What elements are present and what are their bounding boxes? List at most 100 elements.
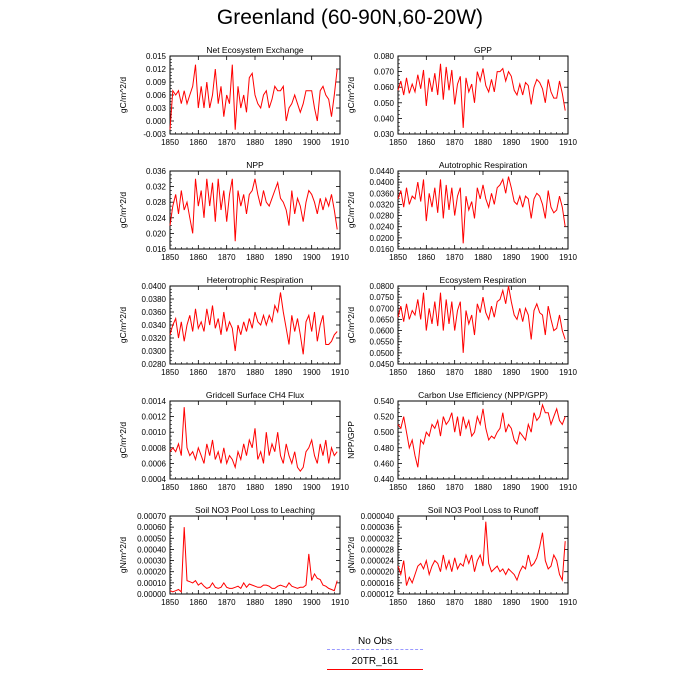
panel-8-ytick-label: 0.00070: [137, 512, 166, 521]
panel-6-xtick-label: 1910: [331, 483, 349, 492]
panel-1-frame: [397, 55, 569, 135]
panel-9-ytick-label: 0.000028: [361, 545, 395, 554]
panel-9-xtick-label: 1880: [474, 598, 492, 607]
panel-8-title: Soil NO3 Pool Loss to Leaching: [195, 505, 315, 515]
panel-2-title: NPP: [246, 160, 264, 170]
panel-6-series-line-0: [169, 407, 338, 473]
legend-no-obs: No Obs: [320, 636, 430, 650]
legend-swatch-20tr-161: [327, 669, 423, 670]
panel-7-xtick-label: 1910: [559, 483, 577, 492]
panel-0-ytick-label: 0.012: [146, 65, 167, 74]
panel-5-xtick-label: 1880: [474, 368, 492, 377]
panel-9-ytick-label: 0.000024: [361, 557, 395, 566]
panel-5-ytick-label: 0.0450: [370, 360, 395, 369]
panel-8-series-line-0: [169, 527, 338, 593]
panel-6-ytick-label: 0.0010: [142, 428, 167, 437]
panel-7-ylabel: NPP/GPP: [346, 421, 356, 459]
panel-9-frame: [397, 515, 569, 595]
panel-1-xtick-label: 1900: [531, 138, 549, 147]
panel-4-ytick-label: 0.0400: [142, 282, 167, 291]
panel-8-xtick-label: 1850: [161, 598, 179, 607]
panel-0-xtick-label: 1890: [274, 138, 292, 147]
panel-8-xtick-label: 1880: [246, 598, 264, 607]
legend-swatch-no-obs: [327, 649, 423, 650]
panel-7-xtick-label: 1900: [531, 483, 549, 492]
panel-5-xtick-label: 1860: [417, 368, 435, 377]
panel-0-ytick-label: 0.015: [146, 52, 167, 61]
panel-7-xtick-label: 1870: [446, 483, 464, 492]
panel-6-ytick-label: 0.0004: [142, 475, 167, 484]
panel-3-ytick-label: 0.0440: [370, 167, 395, 176]
panel-0-title: Net Ecosystem Exchange: [206, 45, 304, 55]
panel-7-ytick-label: 0.520: [374, 413, 395, 422]
panel-2-xtick-label: 1890: [274, 253, 292, 262]
panel-3-xtick-label: 1890: [502, 253, 520, 262]
panel-8-ylabel: gN/m^2/d: [118, 537, 128, 573]
panel-4-xtick-label: 1910: [331, 368, 349, 377]
panel-3-ytick-label: 0.0240: [370, 223, 395, 232]
panel-3-xtick-label: 1900: [531, 253, 549, 262]
panel-1-series-line-0: [397, 63, 566, 128]
panel-2-xtick-label: 1870: [218, 253, 236, 262]
panel-9-xtick-label: 1860: [417, 598, 435, 607]
panel-5-series-line-0: [397, 285, 566, 353]
panel-3-ytick-label: 0.0160: [370, 245, 395, 254]
panel-5-ytick-label: 0.0600: [370, 327, 395, 336]
panel-4-ytick-label: 0.0380: [142, 295, 167, 304]
panel-8-ytick-label: 0.00060: [137, 523, 166, 532]
panel-8-xtick-label: 1890: [274, 598, 292, 607]
panel-1-ytick-label: 0.060: [374, 83, 395, 92]
panel-4-xtick-label: 1880: [246, 368, 264, 377]
panel-0-ytick-label: -0.003: [143, 130, 166, 139]
panel-2-xtick-label: 1880: [246, 253, 264, 262]
panel-7-ytick-label: 0.440: [374, 475, 395, 484]
panel-5-ytick-label: 0.0550: [370, 338, 395, 347]
panel-4-xtick-label: 1850: [161, 368, 179, 377]
panel-0-xtick-label: 1870: [218, 138, 236, 147]
panel-7-ytick-label: 0.500: [374, 428, 395, 437]
panel-5-ytick-label: 0.0700: [370, 304, 395, 313]
panel-6-xtick-label: 1890: [274, 483, 292, 492]
panel-1-ytick-label: 0.050: [374, 99, 395, 108]
panel-3-series-line-0: [397, 176, 566, 244]
panel-9-ylabel: gN/m^2/d: [346, 537, 356, 573]
panel-0-xtick-label: 1850: [161, 138, 179, 147]
panel-5-xtick-label: 1850: [389, 368, 407, 377]
panel-2-ylabel: gC/m^2/d: [118, 192, 128, 228]
panel-3-xtick-label: 1910: [559, 253, 577, 262]
panel-6-xtick-label: 1860: [189, 483, 207, 492]
panel-3-ytick-label: 0.0200: [370, 234, 395, 243]
panel-8-ytick-label: 0.00020: [137, 568, 166, 577]
panel-8-xtick-label: 1860: [189, 598, 207, 607]
panel-4-ytick-label: 0.0340: [142, 321, 167, 330]
panel-4-ylabel: gC/m^2/d: [118, 307, 128, 343]
panel-8-ytick-label: 0.00030: [137, 557, 166, 566]
panel-5-xtick-label: 1900: [531, 368, 549, 377]
panel-2-xtick-label: 1910: [331, 253, 349, 262]
panel-1-ylabel: gC/m^2/d: [346, 77, 356, 113]
panel-6-ytick-label: 0.0008: [142, 444, 167, 453]
panel-8-ytick-label: 0.00000: [137, 590, 166, 599]
panel-1-xtick-label: 1880: [474, 138, 492, 147]
panel-1-ytick-label: 0.040: [374, 114, 395, 123]
panel-7-ytick-label: 0.540: [374, 397, 395, 406]
panel-3-ytick-label: 0.0400: [370, 178, 395, 187]
panel-1-xtick-label: 1870: [446, 138, 464, 147]
panel-9-ytick-label: 0.000016: [361, 579, 395, 588]
panel-4-ytick-label: 0.0300: [142, 347, 167, 356]
page-title: Greenland (60-90N,60-20W): [216, 6, 484, 29]
panel-8-ytick-label: 0.00040: [137, 545, 166, 554]
panel-4-series-line-0: [169, 292, 338, 355]
panel-1-xtick-label: 1860: [417, 138, 435, 147]
panel-5-xtick-label: 1870: [446, 368, 464, 377]
panel-9-title: Soil NO3 Pool Loss to Runoff: [428, 505, 539, 515]
panel-0-series-line-0: [169, 64, 338, 130]
panel-9-xtick-label: 1910: [559, 598, 577, 607]
panel-7-title: Carbon Use Efficiency (NPP/GPP): [418, 390, 548, 400]
panel-6-ytick-label: 0.0014: [142, 397, 167, 406]
panel-1-ytick-label: 0.080: [374, 52, 395, 61]
panel-8-ytick-label: 0.00010: [137, 579, 166, 588]
panel-5-ytick-label: 0.0800: [370, 282, 395, 291]
panel-8-xtick-label: 1900: [303, 598, 321, 607]
